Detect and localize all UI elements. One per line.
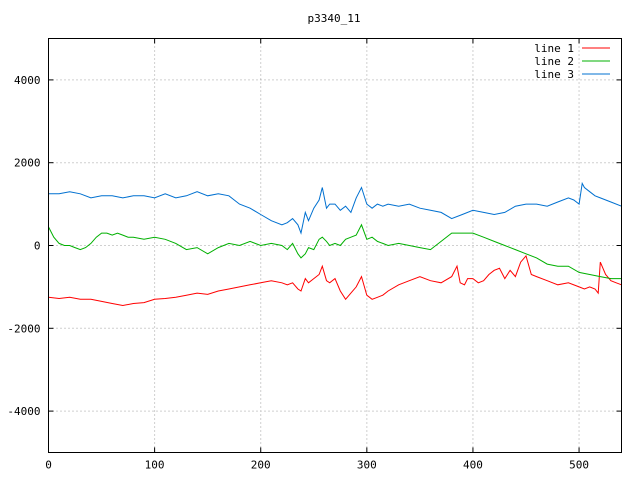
legend-label: line 2 <box>534 55 574 68</box>
series-line-3 <box>48 181 622 235</box>
x-tick-label: 500 <box>569 459 589 472</box>
x-tick-label: 300 <box>357 459 377 472</box>
y-tick-label: -2000 <box>7 322 40 335</box>
x-tick-label: 100 <box>145 459 165 472</box>
legend-label: line 3 <box>534 68 574 81</box>
y-tick-label: 0 <box>34 240 41 253</box>
series-lines <box>48 181 622 307</box>
series-line-1 <box>48 254 622 307</box>
y-tick-label: -4000 <box>7 405 40 418</box>
chart-title: p3340_11 <box>308 12 361 25</box>
y-tick-label: 4000 <box>14 74 41 87</box>
axis-ticks: 0 100 200 300 400 500 -4000 -2000 0 2000 4000 <box>7 38 622 472</box>
series-line-2 <box>48 223 622 280</box>
x-tick-label: 200 <box>251 459 271 472</box>
legend-label: line 1 <box>534 42 574 55</box>
x-tick-label: 400 <box>463 459 483 472</box>
grid-lines <box>48 38 622 453</box>
y-tick-label: 2000 <box>14 157 41 170</box>
x-tick-label: 0 <box>45 459 52 472</box>
plot-frame <box>48 38 622 453</box>
